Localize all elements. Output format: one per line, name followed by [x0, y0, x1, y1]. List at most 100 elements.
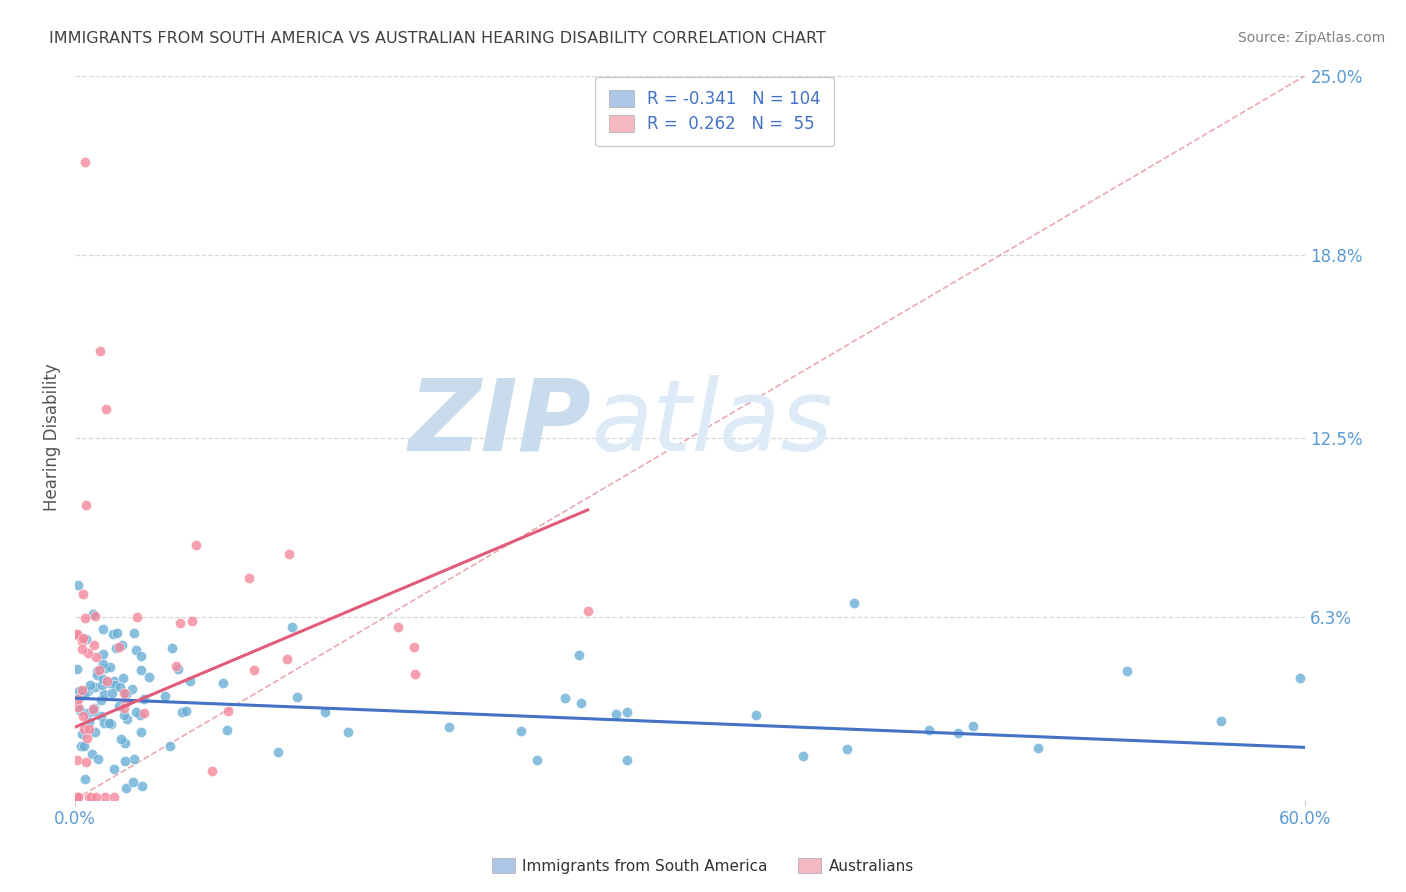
- Point: [103, 673, 125, 688]
- Point: [1026, 740, 1049, 755]
- Point: [72, 631, 94, 645]
- Point: [568, 648, 591, 663]
- Point: [121, 774, 143, 789]
- Point: [96, 673, 118, 688]
- Point: [134, 706, 156, 721]
- Point: [73, 772, 96, 787]
- Point: [83, 704, 105, 718]
- Point: [387, 620, 409, 634]
- Point: [129, 725, 152, 739]
- Point: [72, 642, 94, 657]
- Point: [238, 571, 260, 585]
- Point: [404, 640, 426, 655]
- Point: [160, 640, 183, 655]
- Point: [83, 724, 105, 739]
- Point: [72, 723, 94, 737]
- Point: [605, 707, 627, 722]
- Point: [243, 663, 266, 677]
- Point: [83, 638, 105, 652]
- Point: [86, 667, 108, 681]
- Point: [217, 705, 239, 719]
- Point: [83, 701, 105, 715]
- Point: [112, 700, 135, 714]
- Point: [404, 666, 426, 681]
- Point: [125, 705, 148, 719]
- Point: [115, 712, 138, 726]
- Point: [77, 683, 100, 698]
- Point: [110, 731, 132, 746]
- Point: [122, 752, 145, 766]
- Point: [138, 670, 160, 684]
- Text: IMMIGRANTS FROM SOUTH AMERICA VS AUSTRALIAN HEARING DISABILITY CORRELATION CHART: IMMIGRANTS FROM SOUTH AMERICA VS AUSTRAL…: [49, 31, 827, 46]
- Point: [93, 657, 115, 671]
- Point: [103, 762, 125, 776]
- Point: [82, 701, 104, 715]
- Point: [111, 638, 134, 652]
- Point: [100, 686, 122, 700]
- Point: [69, 690, 91, 705]
- Point: [792, 749, 814, 764]
- Y-axis label: Hearing Disability: Hearing Disability: [44, 364, 60, 511]
- Point: [576, 604, 599, 618]
- Point: [66, 628, 89, 642]
- Point: [918, 723, 941, 737]
- Point: [114, 695, 136, 709]
- Point: [132, 692, 155, 706]
- Point: [159, 739, 181, 753]
- Point: [66, 789, 89, 804]
- Point: [554, 691, 576, 706]
- Point: [122, 626, 145, 640]
- Point: [129, 708, 152, 723]
- Point: [66, 662, 89, 676]
- Point: [1289, 671, 1312, 685]
- Point: [75, 498, 97, 512]
- Point: [87, 751, 110, 765]
- Point: [616, 753, 638, 767]
- Point: [66, 789, 89, 804]
- Point: [70, 739, 93, 754]
- Point: [129, 663, 152, 677]
- Point: [114, 687, 136, 701]
- Point: [437, 720, 460, 734]
- Point: [69, 684, 91, 698]
- Point: [281, 620, 304, 634]
- Point: [112, 686, 135, 700]
- Point: [167, 662, 190, 676]
- Point: [86, 664, 108, 678]
- Point: [103, 789, 125, 804]
- Point: [569, 696, 592, 710]
- Point: [201, 764, 224, 778]
- Point: [1209, 714, 1232, 728]
- Point: [73, 739, 96, 753]
- Point: [105, 626, 128, 640]
- Point: [337, 724, 360, 739]
- Point: [114, 754, 136, 768]
- Point: [165, 658, 187, 673]
- Point: [90, 693, 112, 707]
- Point: [616, 705, 638, 719]
- Text: ZIP: ZIP: [409, 375, 592, 472]
- Point: [89, 708, 111, 723]
- Point: [94, 789, 117, 804]
- Point: [107, 698, 129, 713]
- Point: [84, 609, 107, 624]
- Point: [745, 707, 768, 722]
- Point: [72, 708, 94, 723]
- Point: [170, 706, 193, 720]
- Point: [108, 640, 131, 654]
- Point: [91, 648, 114, 662]
- Point: [125, 610, 148, 624]
- Point: [97, 716, 120, 731]
- Legend: R = -0.341   N = 104, R =  0.262   N =  55: R = -0.341 N = 104, R = 0.262 N = 55: [596, 77, 834, 146]
- Point: [98, 660, 121, 674]
- Point: [112, 671, 135, 685]
- Point: [100, 717, 122, 731]
- Point: [75, 683, 97, 698]
- Point: [114, 736, 136, 750]
- Point: [93, 622, 115, 636]
- Point: [215, 723, 238, 737]
- Legend: Immigrants from South America, Australians: Immigrants from South America, Australia…: [485, 852, 921, 880]
- Point: [70, 682, 93, 697]
- Point: [69, 703, 91, 717]
- Point: [181, 614, 204, 628]
